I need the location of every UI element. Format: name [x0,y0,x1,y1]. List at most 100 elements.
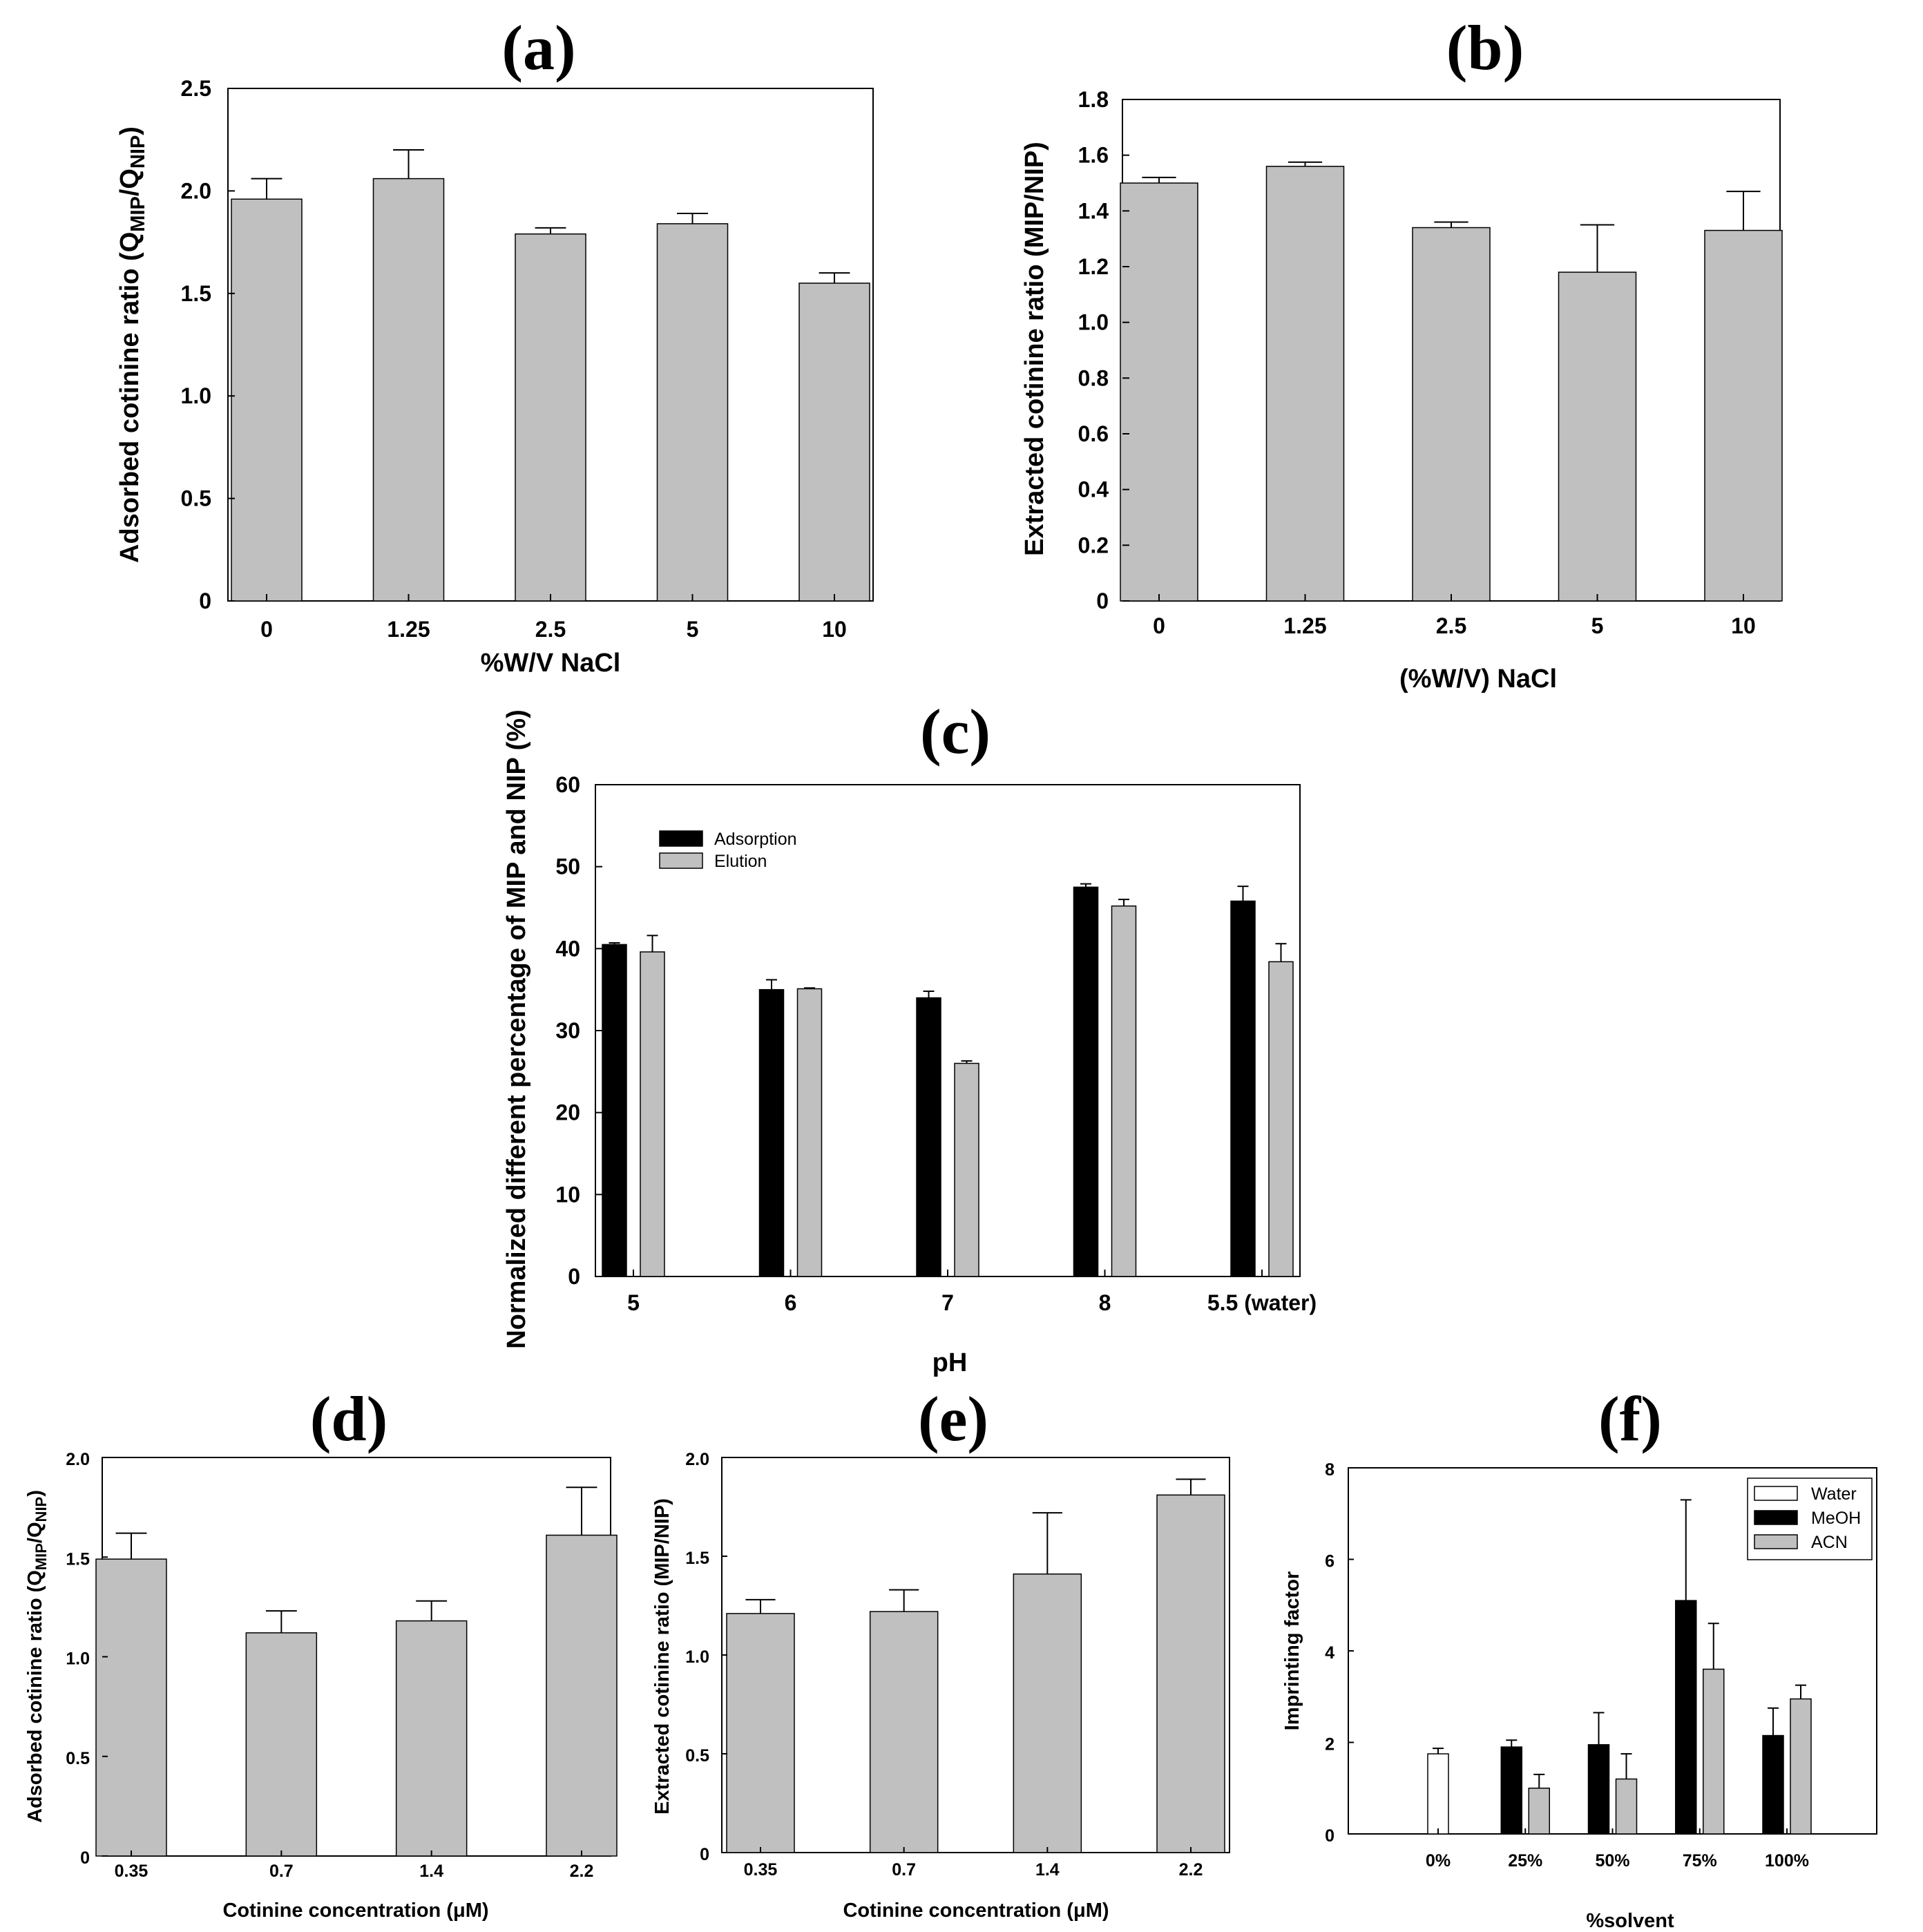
panel-e-x-ticks: 0.35 0.7 1.4 2.2 [744,1847,1203,1880]
panel-a-y-tick-label: 1.0 [181,383,211,408]
legend-label-water: Water [1811,1484,1857,1504]
panel-d-bar-0 [95,1558,167,1857]
panel-f-legend: Water MeOH ACN [1747,1477,1873,1560]
panel-a-y-tick-label: 0.5 [181,486,211,511]
panel-a-y-label: Adsorbed cotinine ratio (QMIP/QNIP) [115,126,149,563]
panel-f-x-tick-label: 50% [1595,1851,1629,1871]
panel-e-plot-frame [721,1457,1230,1853]
panel-d-y-ticks: 0 0.5 1.0 1.5 2.0 [66,1450,108,1868]
panel-a-x-tick-label: 5 [687,617,699,642]
panel-f-marks [1427,1499,1812,1835]
panel-a-x-tick-label: 1.25 [387,617,430,642]
panel-d-x-tick-label: 1.4 [419,1862,443,1881]
panel-d-y-label-mid: /Q [24,1522,46,1543]
panel-a-bar-1 [372,178,445,602]
panel-b-bar-3 [1558,271,1637,602]
panel-d-x-ticks: 0.35 0.7 1.4 2.2 [115,1850,594,1881]
panel-d-x-label: Cotinine concentration (μM) [222,1900,488,1922]
panel-e-bar-1 [869,1611,939,1853]
panel-a-x-ticks: 0 1.25 2.5 5 10 [260,594,847,642]
panel-b-x-tick-label: 1.25 [1283,613,1326,638]
panel-c-y-tick-label: 0 [568,1264,580,1289]
panel-a-bar-3 [656,223,729,602]
panel-f-title: (f) [1598,1384,1662,1454]
panel-e-y-ticks: 0 0.5 1.0 1.5 2.0 [685,1450,727,1864]
panel-b-marks [1120,161,1783,602]
panel-b-x-label: (%W/V) NaCl [1399,664,1557,694]
panel-c-x-tick-label: 6 [785,1290,797,1315]
panel-c-x-tick-label: 5.5 (water) [1207,1290,1317,1315]
panel-a-y-label-end: ) [115,126,144,135]
panel-c-x-tick-label: 5 [627,1290,640,1315]
panel-c-bar-adsorption-0 [602,944,627,1277]
panel-a-y-tick-label: 0 [199,589,211,613]
panel-f: (f) 0 2 4 6 8 0% 25% 50% 75% 100% %solvent Impri… [1281,1384,1877,1932]
panel-e-bar-0 [726,1613,795,1853]
panel-f-x-tick-label: 100% [1765,1851,1809,1871]
panel-d-y-tick-label: 0 [80,1848,90,1868]
panel-b-x-tick-label: 2.5 [1436,613,1466,638]
panel-b-x-tick-label: 10 [1731,613,1756,638]
legend-label-elution: Elution [714,852,767,871]
panel-d-y-label-sub2: NIP [32,1497,50,1522]
panel-b-y-tick-label: 0.8 [1078,365,1109,390]
panel-b-bar-1 [1265,166,1345,602]
panel-f-bar-meoh-2 [1587,1744,1610,1835]
panel-b-y-tick-label: 0.2 [1078,533,1109,557]
panel-c-x-ticks: 5 6 7 8 5.5 (water) [627,1270,1317,1315]
panel-c-marks [602,883,1294,1277]
panel-f-bar-acn-2 [1615,1778,1638,1835]
panel-d-x-tick-label: 2.2 [570,1862,594,1881]
panel-f-y-tick-label: 6 [1325,1552,1334,1571]
panel-a-bar-2 [515,233,586,602]
panel-d-plot-frame [102,1457,611,1857]
panel-e-y-tick-label: 1.0 [685,1647,709,1667]
panel-d-y-label-sub1: MIP [32,1543,50,1570]
panel-b-y-tick-label: 1.6 [1078,143,1109,168]
panel-b-y-tick-label: 0.6 [1078,421,1109,446]
panel-f-bar-acn-3 [1703,1668,1725,1835]
panel-f-y-tick-label: 2 [1325,1735,1334,1754]
panel-c: (c) 0 10 20 30 40 50 60 5 6 7 8 5.5 (water) pH Nor… [502,696,1317,1377]
panel-c-bar-elution-3 [1111,905,1137,1277]
panel-b-y-tick-label: 1.8 [1078,87,1109,112]
panel-f-y-tick-label: 4 [1325,1643,1334,1663]
panel-c-x-tick-label: 7 [941,1290,954,1315]
panel-a-y-label-mid: /Q [115,169,144,196]
legend-label-meoh: MeOH [1811,1509,1861,1528]
panel-e: (e) 0 0.5 1.0 1.5 2.0 0.35 0.7 1.4 2.2 Cotinine… [651,1384,1230,1922]
panel-c-x-label: pH [932,1348,968,1377]
panel-a-x-tick-label: 10 [822,617,847,642]
panel-a-title: (a) [501,12,575,83]
panel-e-x-tick-label: 0.35 [744,1860,778,1880]
panel-b-bar-2 [1412,227,1491,602]
panel-c-y-label: Normalized different percentage of MIP a… [502,709,531,1349]
panel-d-x-tick-label: 0.7 [269,1862,294,1881]
panel-c-y-ticks: 0 10 20 30 40 50 60 [555,772,602,1289]
panel-b-y-tick-label: 1.0 [1078,310,1109,335]
panel-e-x-tick-label: 1.4 [1035,1860,1060,1880]
panel-c-bar-elution-1 [796,988,823,1277]
panel-b-y-tick-label: 0 [1096,589,1109,613]
panel-d-bar-3 [546,1534,618,1857]
panel-e-x-label: Cotinine concentration (μM) [843,1900,1109,1922]
panel-f-y-tick-label: 0 [1325,1826,1334,1846]
panel-c-bar-adsorption-3 [1073,886,1099,1277]
panel-a: (a) 0 0.5 1.0 1.5 2.0 2.5 0 1.25 2.5 5 10 %W/V Na… [115,12,874,678]
panel-a-y-label-sub2: NIP [127,135,149,169]
panel-b-y-ticks: 0 0.2 0.4 0.6 0.8 1.0 1.2 1.4 1.6 1.8 [1078,87,1129,613]
panel-f-bar-water-0 [1427,1753,1449,1835]
panel-f-x-label: %solvent [1586,1910,1674,1932]
panel-c-bar-elution-2 [954,1062,979,1277]
panel-e-bar-2 [1013,1573,1082,1853]
panel-d-y-tick-label: 1.0 [66,1649,90,1669]
panel-c-title: (c) [920,696,991,767]
panel-d-bar-2 [395,1620,468,1857]
panel-a-bar-4 [798,283,870,602]
panel-b-x-ticks: 0 1.25 2.5 5 10 [1153,594,1756,638]
panel-a-x-tick-label: 0 [260,617,273,642]
panel-f-bar-acn-1 [1528,1788,1550,1835]
panel-c-bar-adsorption-2 [916,997,941,1277]
panel-a-bar-0 [231,198,303,602]
